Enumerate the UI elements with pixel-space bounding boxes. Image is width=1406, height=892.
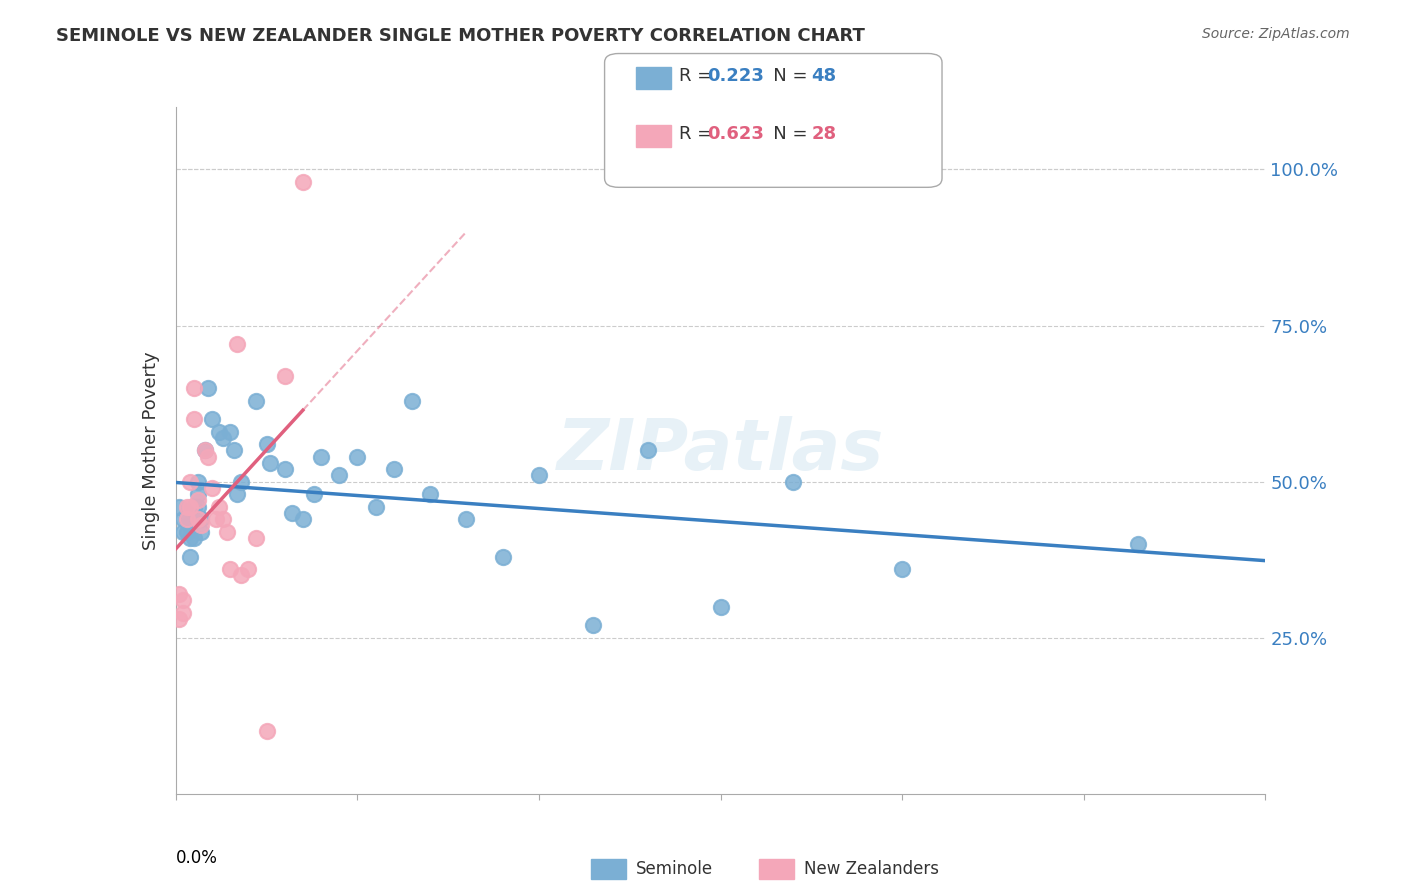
Point bbox=[176, 512, 198, 526]
Point bbox=[172, 512, 194, 526]
Point bbox=[186, 493, 209, 508]
Text: 48: 48 bbox=[811, 67, 837, 85]
Text: SEMINOLE VS NEW ZEALANDER SINGLE MOTHER POVERTY CORRELATION CHART: SEMINOLE VS NEW ZEALANDER SINGLE MOTHER … bbox=[56, 27, 865, 45]
Point bbox=[190, 518, 212, 533]
Point bbox=[172, 606, 194, 620]
Text: 0.623: 0.623 bbox=[707, 125, 763, 143]
Point bbox=[245, 531, 267, 545]
Point bbox=[190, 512, 212, 526]
Point bbox=[204, 512, 226, 526]
Point bbox=[212, 512, 235, 526]
Point bbox=[637, 443, 659, 458]
Point bbox=[291, 512, 314, 526]
Point bbox=[245, 393, 267, 408]
Point bbox=[382, 462, 405, 476]
Point bbox=[208, 500, 231, 514]
Point bbox=[231, 475, 253, 489]
Point bbox=[419, 487, 441, 501]
Text: R =: R = bbox=[679, 67, 718, 85]
Text: New Zealanders: New Zealanders bbox=[804, 860, 939, 878]
Point bbox=[179, 549, 201, 564]
Point bbox=[183, 512, 205, 526]
Text: N =: N = bbox=[756, 125, 814, 143]
Point bbox=[238, 562, 260, 576]
Point bbox=[186, 500, 209, 514]
Point bbox=[176, 512, 198, 526]
Point bbox=[172, 593, 194, 607]
Point bbox=[186, 487, 209, 501]
Point bbox=[176, 524, 198, 539]
Point bbox=[186, 512, 209, 526]
Point bbox=[186, 475, 209, 489]
Point bbox=[169, 612, 191, 626]
Point bbox=[201, 481, 224, 495]
Point bbox=[179, 500, 201, 514]
Point bbox=[259, 456, 281, 470]
Point bbox=[219, 562, 242, 576]
Point bbox=[328, 468, 350, 483]
Point bbox=[183, 381, 205, 395]
Point bbox=[256, 724, 278, 739]
Text: ZIPatlas: ZIPatlas bbox=[557, 416, 884, 485]
Point bbox=[309, 450, 332, 464]
Point bbox=[226, 337, 249, 351]
Point bbox=[492, 549, 515, 564]
Point bbox=[179, 475, 201, 489]
Point bbox=[183, 412, 205, 426]
Point bbox=[222, 443, 245, 458]
Point bbox=[710, 599, 733, 614]
Point bbox=[256, 437, 278, 451]
Text: Source: ZipAtlas.com: Source: ZipAtlas.com bbox=[1202, 27, 1350, 41]
Point bbox=[183, 531, 205, 545]
Point bbox=[194, 443, 217, 458]
Point bbox=[219, 425, 242, 439]
Point bbox=[169, 587, 191, 601]
Point bbox=[183, 500, 205, 514]
Point bbox=[215, 524, 238, 539]
Point bbox=[201, 412, 224, 426]
Point bbox=[226, 487, 249, 501]
Text: 0.223: 0.223 bbox=[707, 67, 763, 85]
Text: 28: 28 bbox=[811, 125, 837, 143]
Point bbox=[281, 506, 304, 520]
Point bbox=[364, 500, 387, 514]
Point bbox=[274, 368, 297, 383]
Point bbox=[456, 512, 478, 526]
Point bbox=[231, 568, 253, 582]
Point bbox=[346, 450, 368, 464]
Point bbox=[582, 618, 605, 632]
Point bbox=[782, 475, 804, 489]
Point bbox=[208, 425, 231, 439]
Point bbox=[197, 381, 219, 395]
Point bbox=[1128, 537, 1150, 551]
Point bbox=[291, 175, 314, 189]
Point bbox=[527, 468, 550, 483]
Point bbox=[176, 500, 198, 514]
Point bbox=[194, 443, 217, 458]
Point bbox=[891, 562, 914, 576]
Y-axis label: Single Mother Poverty: Single Mother Poverty bbox=[142, 351, 160, 549]
Text: R =: R = bbox=[679, 125, 718, 143]
Text: N =: N = bbox=[756, 67, 814, 85]
Text: 0.0%: 0.0% bbox=[176, 849, 218, 867]
Point bbox=[179, 518, 201, 533]
Point bbox=[197, 450, 219, 464]
Point bbox=[212, 431, 235, 445]
Point bbox=[274, 462, 297, 476]
Point bbox=[401, 393, 423, 408]
Point bbox=[179, 531, 201, 545]
Point bbox=[172, 524, 194, 539]
Text: Seminole: Seminole bbox=[636, 860, 713, 878]
Point bbox=[190, 524, 212, 539]
Point bbox=[302, 487, 325, 501]
Point bbox=[169, 500, 191, 514]
